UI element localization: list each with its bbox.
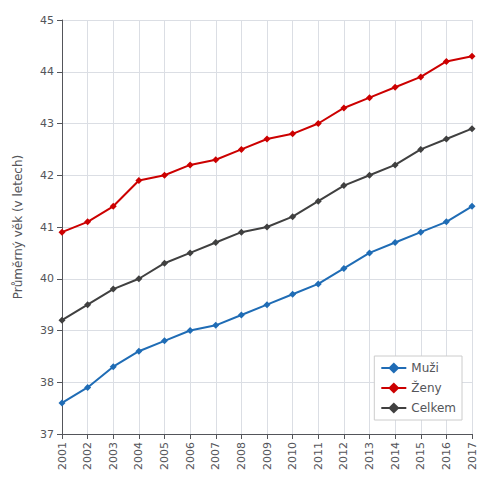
svg-text:39: 39	[40, 324, 54, 337]
svg-text:2004: 2004	[132, 442, 145, 470]
svg-text:2008: 2008	[235, 442, 248, 470]
svg-text:Muži: Muži	[411, 361, 439, 375]
svg-text:2011: 2011	[312, 442, 325, 470]
svg-text:2001: 2001	[56, 442, 69, 470]
svg-text:2016: 2016	[440, 442, 453, 470]
svg-text:2014: 2014	[389, 442, 402, 470]
svg-text:2012: 2012	[337, 442, 350, 470]
svg-text:37: 37	[40, 428, 54, 441]
svg-text:2003: 2003	[107, 442, 120, 470]
svg-text:2006: 2006	[184, 442, 197, 470]
svg-text:41: 41	[40, 221, 54, 234]
svg-text:Ženy: Ženy	[411, 380, 441, 395]
svg-text:2017: 2017	[466, 442, 479, 470]
svg-text:43: 43	[40, 117, 54, 130]
svg-text:42: 42	[40, 169, 54, 182]
svg-text:2013: 2013	[363, 442, 376, 470]
svg-text:38: 38	[40, 376, 54, 389]
svg-text:2015: 2015	[414, 442, 427, 470]
svg-text:Průměrný věk (v letech): Průměrný věk (v letech)	[11, 155, 25, 299]
svg-text:2002: 2002	[81, 442, 94, 470]
svg-text:Celkem: Celkem	[411, 401, 456, 415]
svg-text:2010: 2010	[286, 442, 299, 470]
svg-text:40: 40	[40, 272, 54, 285]
svg-text:2009: 2009	[261, 442, 274, 470]
svg-text:44: 44	[40, 65, 54, 78]
svg-text:45: 45	[40, 14, 54, 27]
svg-text:2007: 2007	[209, 442, 222, 470]
svg-text:2005: 2005	[158, 442, 171, 470]
